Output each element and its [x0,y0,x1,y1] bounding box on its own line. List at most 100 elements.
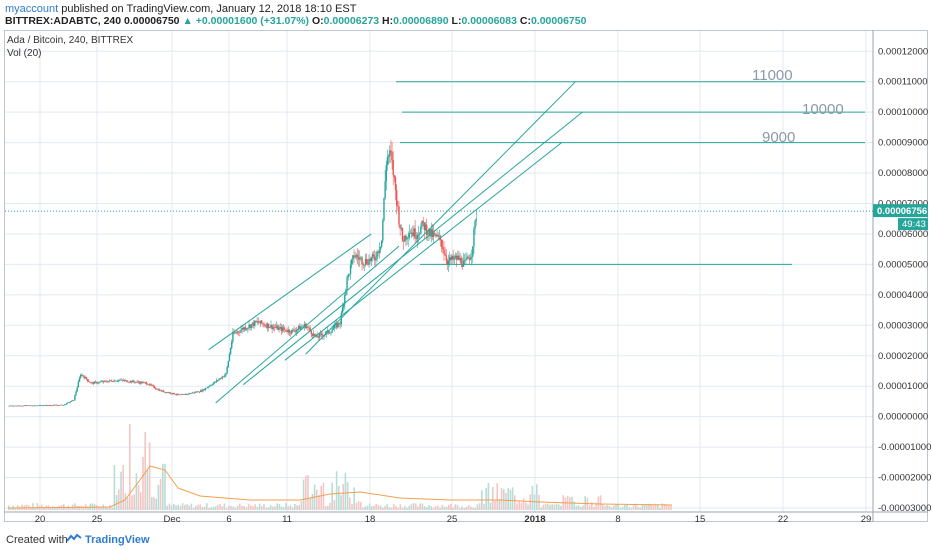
candle-body [368,258,370,265]
candle-body [201,390,203,392]
candle-body [432,232,435,237]
volume-bar [386,504,388,510]
candle-body [338,322,340,325]
candle-body [365,259,368,264]
countdown-badge [898,218,928,231]
candle-body [188,393,190,395]
candle-body [413,228,415,237]
volume-bar [302,479,305,510]
volume-bar [32,503,34,510]
candle-body [321,333,323,336]
volume-bar [452,507,454,510]
volume-bar [294,503,296,510]
volume-bar [500,487,503,510]
candle-body [390,150,392,153]
candle-body [440,239,443,247]
volume-bar [639,507,641,510]
volume-bar [340,495,342,510]
candle-body [197,391,199,393]
candle-body [336,323,338,328]
volume-bar [397,507,399,510]
candle-body [337,322,339,328]
candle-body [327,330,330,334]
volume-bar [52,506,54,510]
candle-body [214,381,217,383]
published-text: published on TradingView.com, January 12… [58,3,357,15]
candle-body [462,260,465,267]
volume-bar [577,505,580,510]
y-tick-label: 0.00001000 [878,381,928,392]
volume-bar [10,507,12,510]
candle-body [398,206,400,225]
candle-body [46,405,48,406]
author-link[interactable]: myaccount [5,3,59,15]
volume-bar [599,495,602,510]
volume-bar [514,495,516,510]
volume-bar [606,505,608,510]
volume-bar [637,506,639,510]
volume-bar [87,506,89,510]
volume-bar [390,507,393,510]
candle-body [167,392,170,393]
x-tick-label: 8 [615,514,620,525]
price-chart[interactable]: 0.00012000 0.00011000 0.00010000 0.00009000… [0,0,932,526]
candle-body [54,404,56,406]
volume-bar [463,507,465,510]
volume-bar [617,504,619,510]
candle-body [247,327,249,329]
candle-body [308,327,310,329]
candle-body [205,388,208,389]
chart-frame[interactable] [4,30,928,522]
candle-body [300,327,302,330]
candle-body [400,228,402,229]
volume-bar [648,503,650,510]
change-value: +0.00001600 (+31.07%) [195,15,310,27]
volume-bar [234,507,237,510]
candle-body [165,391,167,393]
volume-bar [124,493,127,510]
volume-bar [536,484,538,510]
volume-bar [208,507,210,510]
candle-body [224,375,226,377]
volume-bar [588,505,591,510]
x-tick-label: 11 [282,514,292,525]
volume-bar [573,501,575,510]
candle-body [256,321,258,322]
candle-body [341,307,344,314]
candle-body [414,228,416,239]
candle-body [150,384,152,386]
volume-bar [230,505,232,510]
high-value: 0.00006890 [393,15,449,27]
volume-bar [333,500,336,510]
candle-body [24,405,26,407]
volume-bar [49,507,52,510]
volume-bar [186,504,188,510]
volume-bar [344,472,347,510]
candle-body [330,332,332,334]
candle-body [354,257,356,258]
candle-body [329,333,331,334]
candle-body [472,246,474,257]
volume-bar [670,505,672,510]
tradingview-brand[interactable]: TradingView [85,534,150,546]
volume-bar [30,507,32,510]
candle-body [423,222,426,231]
volume-bar [184,504,186,510]
volume-bar [54,507,56,510]
candle-body [85,377,88,380]
volume-bar [368,503,371,510]
candle-body [267,323,270,329]
candle-body [378,249,381,253]
candle-body [375,259,377,261]
y-tick-label: 0.00004000 [878,290,928,301]
candle-body [88,380,90,382]
candle-body [104,380,106,382]
candle-body [279,326,281,328]
candle-body [13,405,15,407]
y-tick-label: 0.00009000 [878,138,928,149]
candle-body [75,391,77,396]
volume-bar [423,506,426,510]
candle-body [229,348,232,355]
candle-body [278,327,280,330]
y-tick-label: 0.00007000 [878,199,928,210]
